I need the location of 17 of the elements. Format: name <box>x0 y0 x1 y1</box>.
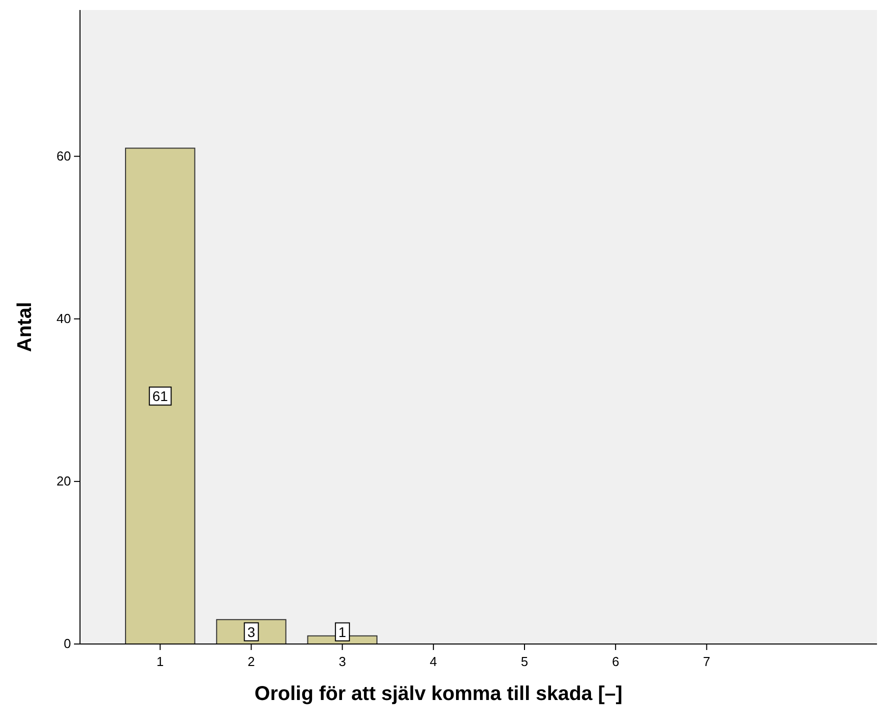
x-tick-label: 7 <box>703 654 710 669</box>
data-label: 1 <box>338 624 346 640</box>
x-tick-label: 2 <box>248 654 255 669</box>
bar <box>125 148 196 644</box>
x-tick-label: 6 <box>612 654 620 669</box>
y-tick-label: 40 <box>56 311 71 326</box>
x-axis-title: Orolig för att själv komma till skada [–] <box>254 683 622 705</box>
data-label: 61 <box>152 388 168 404</box>
y-axis-title: Antal <box>14 302 36 352</box>
x-tick-label: 1 <box>156 654 164 669</box>
data-label: 3 <box>247 624 256 640</box>
y-tick-label: 20 <box>56 474 71 489</box>
x-tick-label: 5 <box>520 654 528 669</box>
y-tick-label: 0 <box>64 636 71 652</box>
x-tick-label: 4 <box>430 654 438 669</box>
x-tick-label: 3 <box>338 654 346 669</box>
y-tick-label: 60 <box>56 148 71 164</box>
